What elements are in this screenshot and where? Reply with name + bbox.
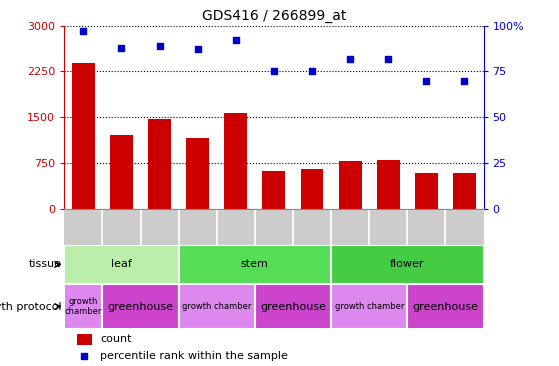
- Bar: [64, 245, 179, 284]
- Text: greenhouse: greenhouse: [413, 302, 479, 311]
- Title: GDS416 / 266899_at: GDS416 / 266899_at: [202, 9, 346, 23]
- Point: [193, 46, 202, 52]
- Point: [460, 78, 469, 83]
- Point: [384, 56, 393, 61]
- Point: [345, 56, 354, 61]
- Bar: [77, 334, 92, 345]
- Text: growth chamber: growth chamber: [182, 302, 252, 311]
- Point: [117, 45, 126, 51]
- Bar: [72, 63, 95, 209]
- Text: growth protocol: growth protocol: [0, 302, 61, 311]
- Text: flower: flower: [390, 259, 424, 269]
- Point: [307, 68, 316, 74]
- Bar: [110, 135, 133, 209]
- Text: count: count: [100, 334, 131, 344]
- Bar: [408, 284, 484, 329]
- Text: tissue: tissue: [29, 259, 61, 269]
- Text: stem: stem: [241, 259, 269, 269]
- Bar: [102, 284, 179, 329]
- Point: [80, 353, 89, 359]
- Point: [422, 78, 431, 83]
- Bar: [255, 284, 331, 329]
- Text: growth chamber: growth chamber: [334, 302, 404, 311]
- Text: growth
chamber: growth chamber: [65, 297, 102, 316]
- Bar: [339, 161, 362, 209]
- Text: percentile rank within the sample: percentile rank within the sample: [100, 351, 288, 361]
- Point: [269, 68, 278, 74]
- Bar: [331, 284, 408, 329]
- Bar: [186, 138, 209, 209]
- Bar: [415, 173, 438, 209]
- Bar: [224, 113, 247, 209]
- Text: greenhouse: greenhouse: [260, 302, 326, 311]
- Bar: [301, 169, 324, 209]
- Bar: [179, 284, 255, 329]
- Point: [79, 28, 88, 34]
- Point: [155, 43, 164, 49]
- Bar: [64, 284, 102, 329]
- Bar: [263, 171, 285, 209]
- Text: greenhouse: greenhouse: [107, 302, 173, 311]
- Text: leaf: leaf: [111, 259, 132, 269]
- Bar: [148, 119, 171, 209]
- Bar: [179, 245, 331, 284]
- Point: [231, 37, 240, 43]
- Bar: [377, 160, 400, 209]
- Bar: [331, 245, 484, 284]
- Bar: [453, 173, 476, 209]
